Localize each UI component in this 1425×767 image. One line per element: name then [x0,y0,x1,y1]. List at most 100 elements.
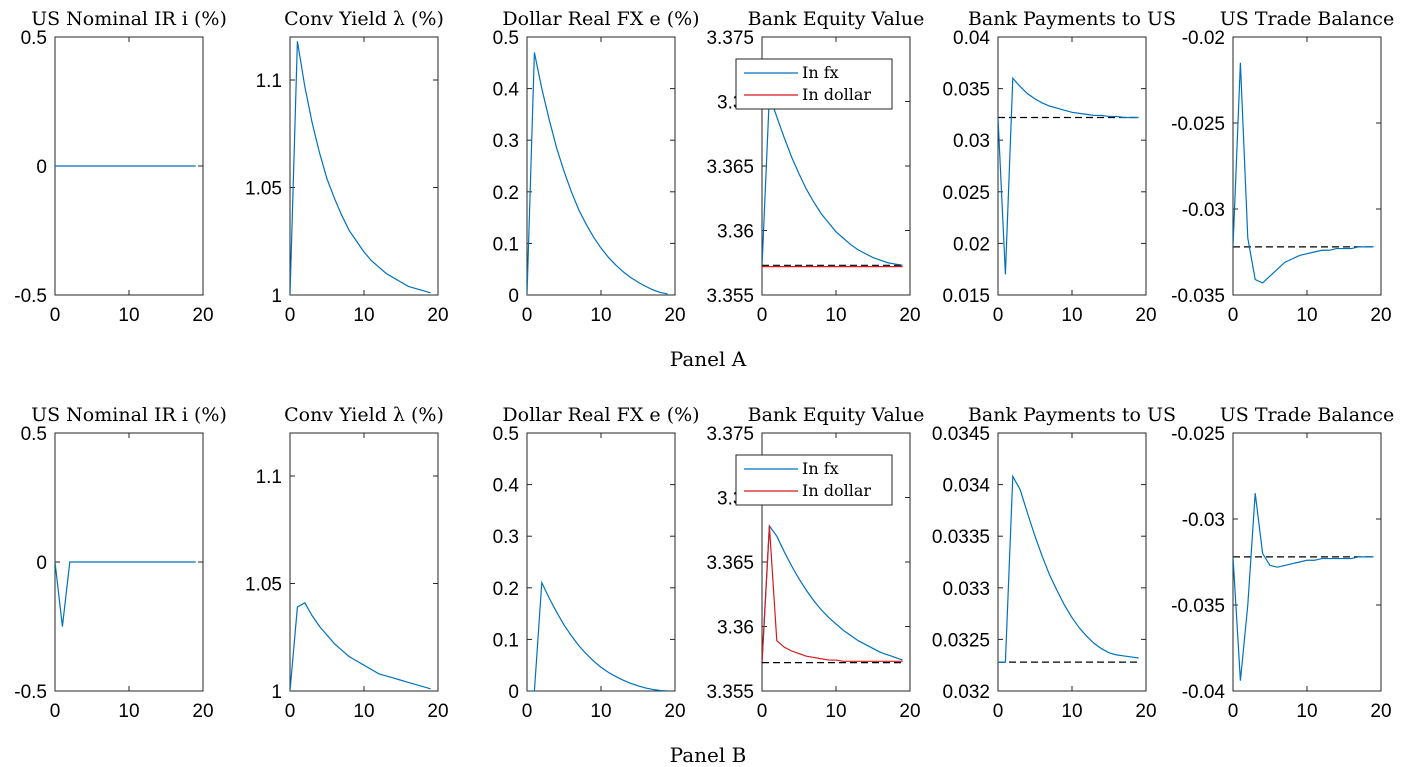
chart-title: Bank Payments to US [968,404,1176,426]
y-tick-label: -0.03 [1182,200,1225,221]
series-line-1 [998,474,1139,663]
legend: In fx In dollar [735,454,893,506]
y-tick-label: 1.05 [245,179,282,200]
y-tick-label: -0.03 [1182,510,1225,531]
y-tick-label: 0.033 [942,579,990,600]
x-tick-label: 20 [664,701,685,722]
axes-frame [997,36,1147,296]
series-group [1233,493,1374,681]
chart-a-1: US Nominal IR i (%)0 10 20-0.500.5 [14,8,227,326]
chart-title: US Nominal IR i (%) [31,8,227,30]
x-tick-label: 10 [1296,701,1317,722]
x-tick-label: 0 [522,305,533,326]
x-tick-label: 20 [899,305,920,326]
x-tick-label: 20 [192,305,213,326]
chart-b-1: US Nominal IR i (%)0 10 20-0.500.5 [14,404,227,722]
y-tick-label: 0.035 [942,80,990,101]
y-tick-label: 1 [271,286,282,307]
chart-a-4: Bank Equity Value 0 10 20 3.355 3.36 3.365 3.37… [706,8,924,326]
chart-b-6: US Trade Balance 0 10 20 -0.04 -0.035 -0.03 -0.… [1171,404,1394,722]
legend-label: In fx [802,63,839,82]
series-line-0 [527,580,668,691]
x-tick-label: 0 [993,305,1004,326]
y-tick-label: -0.04 [1182,682,1226,703]
axes-frame [526,432,676,692]
x-tick-label: 0 [50,701,61,722]
y-tick-label: 0.5 [493,28,519,49]
y-tick-label: 1.1 [256,71,282,92]
y-tick-label: 3.375 [706,424,754,445]
legend-label: In dollar [802,481,871,500]
x-tick-label: 20 [427,701,448,722]
x-tick-label: 10 [590,701,611,722]
x-tick-label: 10 [1061,305,1082,326]
x-tick-label: 10 [118,701,139,722]
chart-title: US Trade Balance [1220,404,1394,426]
x-tick-label: 0 [285,701,296,722]
x-tick-label: 10 [353,701,374,722]
y-tick-label: 0.0335 [932,527,990,548]
y-tick-label: 1.05 [245,575,282,596]
series-line-0 [527,52,668,295]
panel-label-b: Panel B [670,743,747,767]
x-tick-label: 20 [427,305,448,326]
x-tick-label: 0 [757,305,768,326]
x-tick-label: 0 [285,305,296,326]
chart-a-5: Bank Payments to US 0 10 20 0.015 0.02 0.025 0.… [942,8,1176,326]
x-tick-label: 10 [825,305,846,326]
y-tick-label: 1.1 [256,467,282,488]
series-line-1 [998,76,1139,275]
series-group [527,580,668,691]
y-tick-label: -0.5 [14,682,47,703]
y-tick-label: 0 [508,682,519,703]
x-tick-label: 20 [192,701,213,722]
y-tick-label: -0.035 [1171,286,1225,307]
chart-title: Conv Yield λ (%) [284,8,444,30]
y-tick-label: 3.365 [706,553,754,574]
chart-title: Bank Equity Value [748,8,925,30]
x-tick-label: 0 [757,701,768,722]
chart-title: US Trade Balance [1220,8,1394,30]
y-tick-label: 0.0325 [932,630,990,651]
x-tick-label: 0 [1228,701,1239,722]
y-tick-label: 3.36 [717,618,754,639]
axes-frame [526,36,676,296]
chart-b-2: Conv Yield λ (%) 0 10 20 1 1.05 1.1 [245,404,449,722]
series-line-1 [1233,493,1374,681]
axes-frame [1232,432,1382,692]
legend: In fx In dollar [735,58,893,110]
chart-title: Conv Yield λ (%) [284,404,444,426]
series-line-in-fx [762,94,903,267]
y-tick-label: -0.025 [1171,114,1225,135]
y-tick-label: 0.4 [493,476,520,497]
chart-b-4: Bank Equity Value 0 10 20 3.355 3.36 3.365 3.37… [706,404,924,722]
y-tick-label: 0.032 [942,682,990,703]
chart-title: Bank Payments to US [968,8,1176,30]
series-line-in-dollar [762,525,903,663]
series-line-0 [290,41,431,295]
chart-b-5: Bank Payments to US 0 10 20 0.032 0.0325 0.033… [932,404,1176,722]
x-tick-label: 20 [1135,701,1156,722]
legend-label: In dollar [802,85,871,104]
x-tick-label: 20 [1135,305,1156,326]
y-tick-label: 0 [36,157,47,178]
y-tick-label: 0.034 [942,476,990,497]
y-tick-label: 3.365 [706,157,754,178]
series-group [998,474,1139,663]
y-tick-label: 0.025 [942,183,990,204]
chart-title: US Nominal IR i (%) [31,404,227,426]
legend-box [735,454,893,506]
y-tick-label: 0 [508,286,519,307]
series-line-1 [1233,62,1374,284]
axes-frame [1232,36,1382,296]
x-tick-label: 20 [664,305,685,326]
y-tick-label: -0.025 [1171,424,1225,445]
y-tick-label: 3.36 [717,222,754,243]
x-tick-label: 10 [353,305,374,326]
y-tick-label: 3.375 [706,28,754,49]
y-tick-label: 3.355 [706,682,754,703]
y-tick-label: 0.03 [953,131,990,152]
x-tick-label: 0 [993,701,1004,722]
